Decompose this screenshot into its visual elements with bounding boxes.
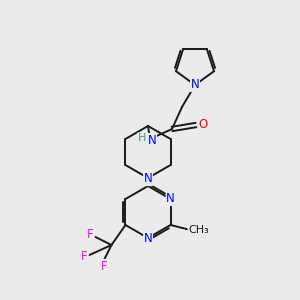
Text: CH₃: CH₃ (188, 225, 209, 235)
Text: N: N (148, 134, 156, 146)
Text: N: N (144, 232, 152, 244)
Text: F: F (87, 227, 94, 241)
Text: N: N (166, 193, 175, 206)
Text: H: H (138, 133, 146, 143)
Text: N: N (190, 79, 200, 92)
Text: N: N (144, 172, 152, 185)
Text: O: O (198, 118, 208, 131)
Text: F: F (101, 260, 108, 272)
Text: F: F (81, 250, 88, 263)
